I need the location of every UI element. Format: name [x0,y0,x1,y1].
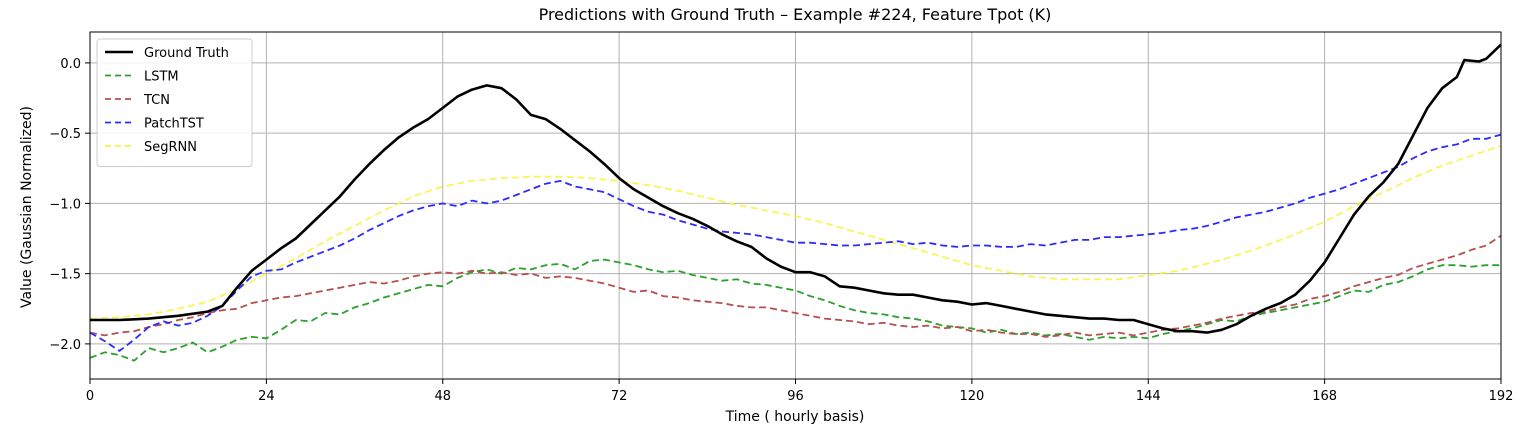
x-tick-label: 48 [434,389,451,404]
x-tick-label: 24 [258,389,275,404]
legend-entry-label: TCN [143,93,170,108]
y-tick-label: −1.0 [49,197,81,212]
series-line-ground-truth [90,43,1502,334]
y-tick-label: −1.5 [49,268,81,283]
x-axis: 0 24 48 72 96 120 144 168 192 [86,379,1514,404]
chart-title: Predictions with Ground Truth – Example … [539,5,1052,24]
grid-lines [89,32,1502,379]
series-line-segrnn [89,144,1502,320]
x-tick-label: 72 [611,389,628,404]
legend-entry-label: LSTM [144,70,179,85]
legend-entry-label: PatchTST [144,117,204,132]
y-tick-label: −0.5 [49,127,81,142]
x-tick-label: 168 [1312,389,1337,404]
x-tick-label: 192 [1489,389,1514,404]
x-tick-label: 144 [1136,389,1161,404]
legend: Ground Truth LSTM TCN PatchTST SegRNN [96,38,253,167]
plot-area [89,43,1502,362]
y-axis: 0.0 −0.5 −1.0 −1.5 −2.0 [49,57,90,353]
x-tick-label: 0 [86,389,94,404]
x-tick-label: 120 [959,389,984,404]
x-axis-label: Time ( hourly basis) [725,409,865,425]
legend-entry-label: Ground Truth [144,46,229,61]
y-axis-label: Value (Gaussian Normalized) [19,106,35,308]
x-tick-label: 96 [787,389,804,404]
series-line-lstm [89,258,1501,362]
series-line-tcn [89,234,1502,338]
legend-entry-label: SegRNN [144,140,197,155]
y-tick-label: −2.0 [49,338,81,353]
y-tick-label: 0.0 [60,57,81,72]
legend-box [96,38,253,167]
